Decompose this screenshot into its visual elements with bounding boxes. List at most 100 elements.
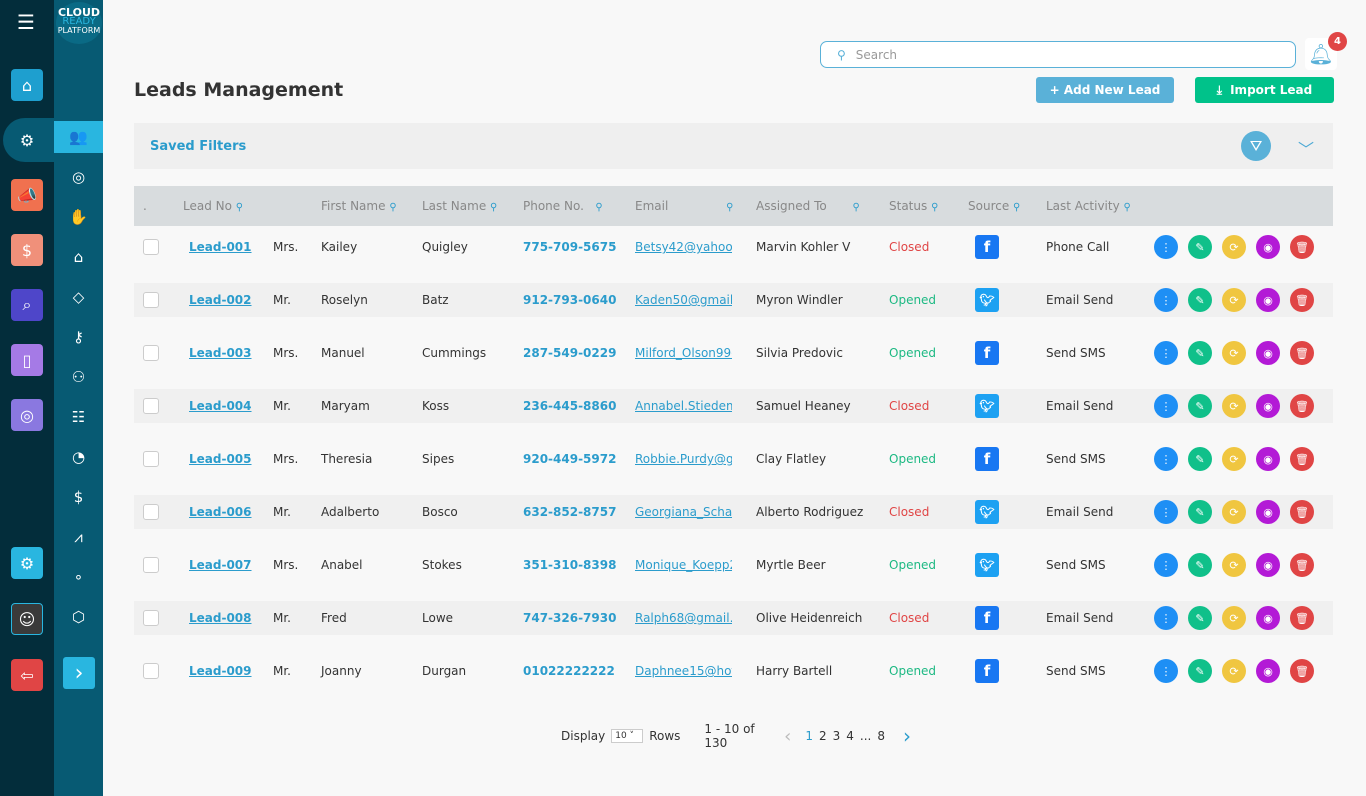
phone[interactable]: 632-852-8757 [523, 505, 617, 519]
lead-link[interactable]: Lead-004 [189, 399, 252, 413]
page-link[interactable]: 8 [877, 729, 885, 743]
avatar[interactable]: ☺ [11, 603, 43, 635]
view-icon[interactable]: ◉ [1256, 500, 1280, 524]
lead-link[interactable]: Lead-007 [189, 558, 252, 572]
col-source[interactable]: Source ⚲ [968, 199, 1021, 213]
phone[interactable]: 01022222222 [523, 664, 615, 678]
col-first-name[interactable]: First Name ⚲ [321, 199, 397, 213]
edit-icon[interactable]: ✎ [1188, 341, 1212, 365]
globe-icon[interactable]: ◎ [11, 399, 43, 431]
delete-icon[interactable]: 🗑︎ [1290, 341, 1314, 365]
user-key-icon[interactable]: ⚷ [73, 328, 84, 346]
search-input[interactable]: ⚲ Search [820, 41, 1296, 68]
row-checkbox[interactable] [143, 239, 159, 255]
col-email[interactable]: Email ⚲ [635, 199, 734, 213]
lead-link[interactable]: Lead-003 [189, 346, 252, 360]
mobile-icon[interactable]: ▯ [11, 344, 43, 376]
phone[interactable]: 351-310-8398 [523, 558, 617, 572]
assign-user-icon[interactable]: ⟳ [1222, 659, 1246, 683]
row-checkbox[interactable] [143, 663, 159, 679]
view-icon[interactable]: ◉ [1256, 341, 1280, 365]
hamburger-menu-icon[interactable]: ☰ [17, 10, 35, 34]
more-icon[interactable]: ⋮ [1154, 341, 1178, 365]
assign-user-icon[interactable]: ⟳ [1222, 341, 1246, 365]
target-lock-icon[interactable]: ◎ [71, 168, 86, 186]
leads-icon[interactable]: 👥 [54, 121, 103, 153]
team-icon[interactable]: ⚙ [19, 130, 35, 150]
delete-icon[interactable]: 🗑︎ [1290, 659, 1314, 683]
row-checkbox[interactable] [143, 610, 159, 626]
more-icon[interactable]: ⋮ [1154, 659, 1178, 683]
expand-icon[interactable]: › [63, 657, 95, 689]
assign-user-icon[interactable]: ⟳ [1222, 553, 1246, 577]
edit-icon[interactable]: ✎ [1188, 447, 1212, 471]
next-page-icon[interactable]: › [903, 724, 911, 748]
search-home-icon[interactable]: ⌕ [11, 289, 43, 321]
lead-link[interactable]: Lead-005 [189, 452, 252, 466]
megaphone-icon[interactable]: 📣 [11, 179, 43, 211]
view-icon[interactable]: ◉ [1256, 235, 1280, 259]
lead-link[interactable]: Lead-009 [189, 664, 252, 678]
settings-icon[interactable]: ⚙ [11, 547, 43, 579]
page-link[interactable]: ... [859, 729, 872, 743]
pie-chart-icon[interactable]: ◔ [71, 448, 86, 466]
row-checkbox[interactable] [143, 451, 159, 467]
page-link[interactable]: 3 [832, 729, 841, 743]
edit-icon[interactable]: ✎ [1188, 500, 1212, 524]
lead-link[interactable]: Lead-002 [189, 293, 252, 307]
lead-link[interactable]: Lead-006 [189, 505, 252, 519]
email-link[interactable]: Robbie.Purdy@gm [635, 452, 732, 466]
assign-user-icon[interactable]: ⟳ [1222, 500, 1246, 524]
money-cycle-icon[interactable]: $ [11, 234, 43, 266]
delete-icon[interactable]: 🗑︎ [1290, 394, 1314, 418]
email-link[interactable]: Monique_Koepp2 [635, 558, 732, 572]
email-link[interactable]: Ralph68@gmail.com [635, 611, 732, 625]
property-icon[interactable]: ⌂ [11, 69, 43, 101]
logout-icon[interactable]: ⇦ [11, 659, 43, 691]
filter-icon[interactable]: ⛛ [1241, 131, 1271, 161]
page-link[interactable]: 4 [846, 729, 854, 743]
email-link[interactable]: Georgiana_Schad [635, 505, 732, 519]
email-link[interactable]: Annabel.Stiedem [635, 399, 732, 413]
more-icon[interactable]: ⋮ [1154, 500, 1178, 524]
route-icon[interactable]: ∘ [73, 568, 84, 586]
email-link[interactable]: Milford_Olson99@ [635, 346, 732, 360]
delete-icon[interactable]: 🗑︎ [1290, 606, 1314, 630]
chevron-down-icon[interactable]: ﹀ [1298, 140, 1315, 159]
phone[interactable]: 287-549-0229 [523, 346, 617, 360]
delete-icon[interactable]: 🗑︎ [1290, 500, 1314, 524]
assign-user-icon[interactable]: ⟳ [1222, 235, 1246, 259]
view-icon[interactable]: ◉ [1256, 447, 1280, 471]
phone[interactable]: 775-709-5675 [523, 240, 617, 254]
view-icon[interactable]: ◉ [1256, 394, 1280, 418]
prev-page-icon[interactable]: ‹ [784, 725, 792, 747]
edit-icon[interactable]: ✎ [1188, 606, 1212, 630]
assign-user-icon[interactable]: ⟳ [1222, 606, 1246, 630]
email-link[interactable]: Daphnee15@hotm [635, 664, 732, 678]
delete-icon[interactable]: 🗑︎ [1290, 288, 1314, 312]
edit-icon[interactable]: ✎ [1188, 288, 1212, 312]
page-link[interactable]: 1 [805, 729, 813, 743]
row-checkbox[interactable] [143, 504, 159, 520]
saved-filters[interactable]: Saved Filters [134, 123, 1333, 169]
delete-icon[interactable]: 🗑︎ [1290, 553, 1314, 577]
assign-user-icon[interactable]: ⟳ [1222, 447, 1246, 471]
import-lead-button[interactable]: ⤓ Import Lead [1195, 77, 1334, 103]
phone[interactable]: 236-445-8860 [523, 399, 617, 413]
more-icon[interactable]: ⋮ [1154, 288, 1178, 312]
phone[interactable]: 747-326-7930 [523, 611, 617, 625]
col-lead-no[interactable]: Lead No ⚲ [183, 199, 244, 213]
view-icon[interactable]: ◉ [1256, 606, 1280, 630]
lead-link[interactable]: Lead-008 [189, 611, 252, 625]
row-checkbox[interactable] [143, 292, 159, 308]
hexagon-icon[interactable]: ⬡ [71, 608, 86, 626]
email-link[interactable]: Kaden50@gmail.com [635, 293, 732, 307]
group-icon[interactable]: ⚇ [71, 368, 86, 386]
col-last-activity[interactable]: Last Activity ⚲ [1046, 199, 1131, 213]
row-checkbox[interactable] [143, 345, 159, 361]
lead-link[interactable]: Lead-001 [189, 240, 252, 254]
view-icon[interactable]: ◉ [1256, 659, 1280, 683]
add-new-lead-button[interactable]: + Add New Lead [1036, 77, 1174, 103]
row-checkbox[interactable] [143, 557, 159, 573]
more-icon[interactable]: ⋮ [1154, 606, 1178, 630]
